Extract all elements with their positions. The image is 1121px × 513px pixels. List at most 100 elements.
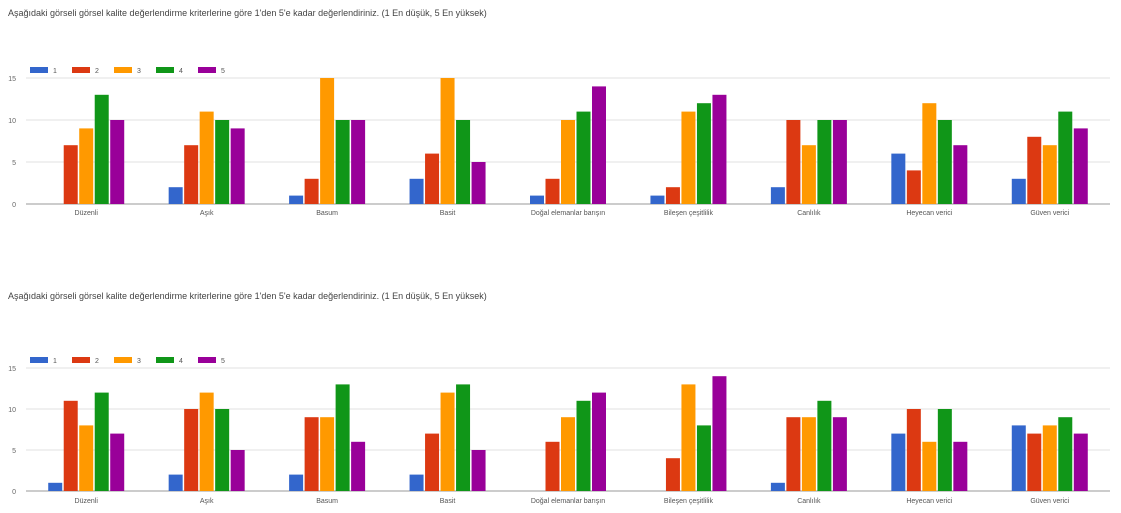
bar-series-3-9 [1042, 425, 1057, 491]
legend-label: 3 [137, 358, 141, 365]
bar-series-4-5 [576, 400, 591, 491]
x-category-label: Güven verici [1030, 498, 1069, 505]
bar-series-3-1 [79, 425, 94, 491]
bar-series-4-6 [696, 103, 711, 204]
x-category-label: Düzenli [75, 498, 99, 505]
x-category-label: Heyecan verici [906, 498, 952, 505]
bar-series-2-7 [786, 120, 801, 204]
bar-series-5-2 [230, 128, 245, 204]
legend-label: 3 [137, 68, 141, 75]
x-category-label: Basum [316, 210, 338, 217]
bar-series-3-2 [199, 111, 214, 204]
bar-series-5-6 [712, 94, 727, 204]
bar-series-5-7 [832, 417, 847, 491]
legend-label: 1 [53, 358, 57, 365]
y-tick-label: 10 [8, 407, 16, 414]
bar-series-1-7 [770, 482, 785, 491]
bar-series-5-8 [953, 145, 968, 204]
bar-series-2-5 [545, 178, 560, 204]
bar-series-1-5 [530, 195, 544, 204]
x-category-label: Bileşen çeşitlilik [664, 210, 714, 217]
bar-series-4-3 [335, 120, 350, 204]
bar-series-1-8 [891, 433, 906, 491]
legend-label: 2 [95, 68, 99, 75]
bar-series-3-4 [440, 78, 455, 204]
bar-series-1-3 [289, 474, 304, 491]
legend-swatch-5 [198, 357, 216, 363]
bar-series-2-5 [545, 441, 560, 491]
y-tick-label: 15 [8, 76, 16, 83]
chart-canvas: 0 5 10 15 1 2 3 4 5 Düzenli Aşık Basum Basit Doğal el… [8, 357, 1110, 505]
bar-series-2-8 [906, 170, 921, 204]
bar-series-4-7 [817, 120, 832, 204]
bar-chart-1: Aşağıdaki görseli görsel kalite değerlen… [0, 0, 1121, 250]
x-category-label: Güven verici [1030, 210, 1069, 217]
legend-swatch-5 [198, 67, 216, 73]
bar-series-2-6 [665, 458, 680, 491]
x-category-label: Doğal elemanlar barışın [531, 210, 605, 217]
bar-series-4-4 [456, 120, 471, 204]
bar-series-2-9 [1027, 433, 1042, 491]
bar-series-2-6 [665, 187, 680, 204]
bar-series-4-2 [215, 409, 230, 491]
bar-series-5-6 [712, 376, 727, 491]
bar-series-4-1 [94, 392, 109, 491]
bar-series-3-1 [79, 128, 94, 204]
legend-swatch-2 [72, 357, 90, 363]
x-category-label: Doğal elemanlar barışın [531, 498, 605, 505]
x-category-label: Düzenli [75, 210, 99, 217]
legend-label: 2 [95, 358, 99, 365]
x-category-label: Basum [316, 498, 338, 505]
bar-series-1-4 [409, 474, 424, 491]
bar-series-5-2 [230, 450, 245, 491]
legend-label: 1 [53, 68, 57, 75]
bar-series-4-9 [1058, 111, 1073, 204]
y-tick-label: 15 [8, 366, 16, 373]
bar-series-4-5 [576, 111, 591, 204]
x-category-label: Canlılık [797, 498, 821, 505]
x-category-label: Aşık [200, 498, 214, 505]
bar-series-5-8 [953, 441, 968, 491]
bar-series-3-3 [320, 78, 335, 204]
bar-series-3-7 [801, 145, 816, 204]
bar-series-5-5 [592, 86, 606, 204]
legend-swatch-2 [72, 67, 90, 73]
bar-series-5-3 [351, 441, 366, 491]
bar-series-5-9 [1073, 128, 1088, 204]
x-category-label: Canlılık [797, 210, 821, 217]
legend-swatch-3 [114, 357, 132, 363]
bar-series-1-1 [48, 482, 63, 491]
bar-series-2-2 [184, 145, 199, 204]
bar-series-4-6 [696, 425, 711, 491]
bar-series-1-3 [289, 195, 304, 204]
legend-swatch-4 [156, 357, 174, 363]
bar-series-1-6 [650, 195, 665, 204]
legend-label: 4 [179, 68, 183, 75]
bar-series-3-5 [561, 120, 575, 204]
bar-series-5-9 [1073, 433, 1088, 491]
y-tick-label: 0 [12, 489, 16, 496]
bar-series-2-9 [1027, 136, 1042, 204]
bar-series-5-4 [471, 162, 486, 204]
bar-series-4-9 [1058, 417, 1073, 491]
legend-label: 4 [179, 358, 183, 365]
bar-series-4-8 [937, 409, 952, 491]
bar-series-5-1 [110, 433, 125, 491]
bar-series-2-1 [63, 145, 78, 204]
bar-series-3-3 [320, 417, 335, 491]
y-tick-label: 5 [12, 448, 16, 455]
bar-series-3-9 [1042, 145, 1057, 204]
bar-series-4-2 [215, 120, 230, 204]
x-category-label: Bileşen çeşitlilik [664, 498, 714, 505]
bar-series-2-8 [906, 409, 921, 491]
bar-series-2-3 [304, 178, 319, 204]
bar-series-4-7 [817, 400, 832, 491]
legend-label: 5 [221, 358, 225, 365]
bar-series-3-7 [801, 417, 816, 491]
bar-series-2-1 [63, 400, 78, 491]
bar-series-5-3 [351, 120, 366, 204]
bar-series-3-6 [681, 111, 696, 204]
bar-series-5-7 [832, 120, 847, 204]
bar-series-4-1 [94, 94, 109, 204]
bar-series-4-3 [335, 384, 350, 491]
